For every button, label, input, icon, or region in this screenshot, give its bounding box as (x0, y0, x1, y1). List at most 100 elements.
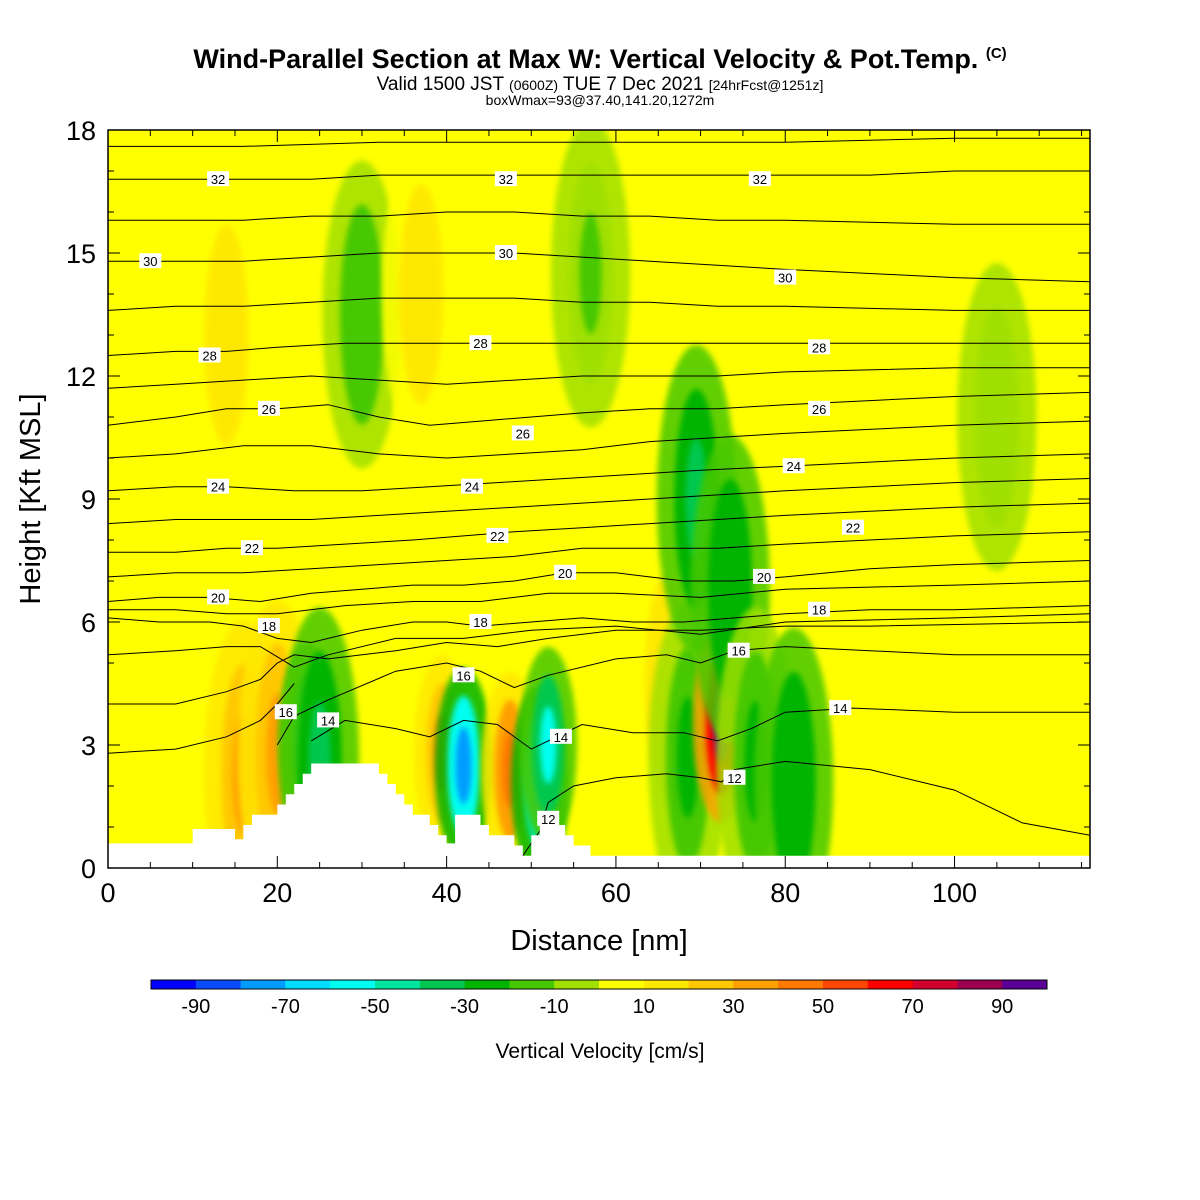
velocity-cell-core (350, 254, 373, 375)
contour-label-bg (469, 335, 492, 351)
contour-label-bg (452, 667, 475, 683)
colorbar-swatch (419, 980, 466, 989)
theta-contour-line (108, 453, 1090, 492)
contour-label-text: 32 (753, 172, 767, 187)
contour-label-text: 20 (757, 570, 771, 585)
contour-label-text: 24 (211, 480, 225, 495)
theta-contour-label: 26 (511, 425, 534, 441)
contour-label-text: 22 (245, 541, 259, 556)
colorbar-swatch (330, 980, 376, 989)
contour-label-bg (257, 400, 280, 416)
theta-contour-label: 32 (748, 171, 771, 187)
contour-label-text: 16 (731, 644, 745, 659)
y-tick-label: 9 (81, 485, 96, 515)
theta-contour-label: 18 (808, 601, 831, 618)
x-tick-label: 60 (601, 878, 631, 908)
theta-contour-label: 16 (274, 704, 297, 720)
theta-contour-line (108, 613, 1090, 668)
colorbar-tick-label: -50 (361, 996, 390, 1018)
contour-label-text: 16 (456, 668, 470, 683)
theta-contour-line (522, 760, 1090, 856)
colorbar-swatch (688, 980, 734, 989)
theta-contour-label: 12 (723, 769, 746, 786)
chart-title: Wind-Parallel Section at Max W: Vertical… (0, 44, 1200, 75)
theta-contours (108, 137, 1090, 856)
velocity-cell (434, 667, 493, 864)
contour-label-text: 24 (465, 480, 479, 495)
colorbar-swatch (375, 980, 421, 989)
theta-contour-label: 22 (841, 519, 864, 536)
contour-label-bg (808, 339, 831, 355)
contour-label-text: 30 (143, 254, 157, 269)
contour-label-bg (240, 540, 263, 556)
colorbar-swatch (733, 980, 779, 989)
theta-contour-label: 22 (240, 540, 263, 556)
theta-contour-line (108, 683, 295, 754)
colorbar-swatch (823, 980, 869, 989)
contour-label-text: 18 (473, 615, 487, 630)
contour-label-bg (317, 712, 340, 728)
colorbar-tick-label: 90 (991, 996, 1013, 1018)
velocity-cell-core (719, 528, 742, 650)
velocity-cell (381, 140, 461, 448)
contour-label-text: 22 (490, 529, 504, 544)
x-tick-label: 20 (262, 878, 292, 908)
contour-label-bg (782, 458, 805, 474)
y-tick-label: 12 (66, 362, 96, 392)
contour-label-bg (774, 269, 797, 285)
contour-label-text: 26 (516, 426, 530, 441)
theta-contour-line (108, 367, 1090, 389)
colorbar-swatch (599, 980, 645, 989)
contour-labels: 12 12 14 14 14 16 16 16 18 18 18 20 20 20 22 22 22 24 24 24… (139, 171, 864, 827)
contour-label-text: 18 (812, 603, 826, 618)
theta-contour-line (108, 170, 1090, 180)
colorbar-tick-label: -90 (181, 996, 210, 1018)
colorbar-swatch (957, 980, 1003, 989)
theta-contour-line (108, 531, 1090, 578)
theta-contour-label: 24 (207, 478, 230, 495)
theta-contour-label: 16 (727, 642, 750, 659)
velocity-cell (754, 627, 834, 868)
contour-label-bg (494, 245, 517, 260)
contour-label-text: 16 (279, 705, 293, 720)
contour-label-text: 14 (321, 713, 335, 728)
colorbar-swatch (867, 980, 914, 989)
theta-contour-line (310, 707, 1090, 750)
colorbar: -90 -70 -50 -30 -10 10 30 50 70 90 (150, 979, 1048, 1018)
colorbar-swatch (151, 980, 197, 989)
colorbar-swatch (643, 980, 690, 989)
box-info: boxWmax=93@37.40,141.20,1272m (485, 92, 715, 108)
contour-label-text: 28 (202, 349, 216, 364)
contour-label-bg (139, 253, 162, 269)
copyright-mark: (C) (985, 45, 1007, 62)
x-axis: 0 20 40 60 80 100 (100, 130, 1083, 908)
colorbar-swatch (195, 980, 242, 989)
x-tick-label: 40 (432, 878, 462, 908)
valid-fcst: [24hrFcst@1251z] (708, 77, 824, 93)
theta-contour-line (108, 252, 1090, 283)
title-text: Wind-Parallel Section at Max W: Vertical… (193, 44, 979, 74)
contour-label-bg (198, 347, 221, 363)
contour-label-bg (486, 527, 509, 543)
contour-label-bg (753, 568, 776, 584)
contour-label-bg (808, 400, 831, 416)
contour-label-bg (554, 564, 577, 580)
velocity-cell (550, 130, 631, 428)
theta-contour-label: 24 (461, 478, 484, 495)
theta-contour-label: 26 (257, 400, 280, 417)
colorbar-tick-label: 50 (812, 996, 834, 1018)
y-tick-label: 0 (81, 854, 96, 884)
theta-contour-label: 12 (537, 810, 560, 827)
colorbar-swatch (1002, 980, 1048, 989)
theta-contour-label: 30 (139, 253, 162, 269)
velocity-cell-core (985, 356, 1008, 478)
theta-contour-label: 16 (452, 667, 475, 683)
colorbar-tick-label: 30 (722, 996, 744, 1018)
theta-contour-line (108, 211, 1090, 225)
velocity-field (186, 130, 1037, 868)
contour-label-text: 12 (541, 812, 555, 827)
colorbar-swatch (509, 980, 555, 989)
colorbar-swatch (778, 980, 824, 989)
y-tick-label: 18 (66, 116, 96, 146)
theta-contour-label: 18 (469, 614, 492, 630)
